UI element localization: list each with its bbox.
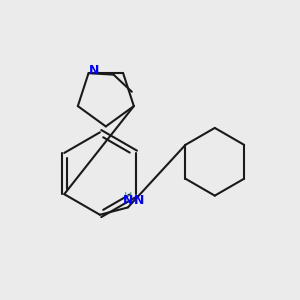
Text: N: N: [88, 64, 99, 77]
Text: N: N: [123, 194, 133, 206]
Text: N: N: [134, 194, 144, 207]
Text: H: H: [124, 192, 132, 202]
